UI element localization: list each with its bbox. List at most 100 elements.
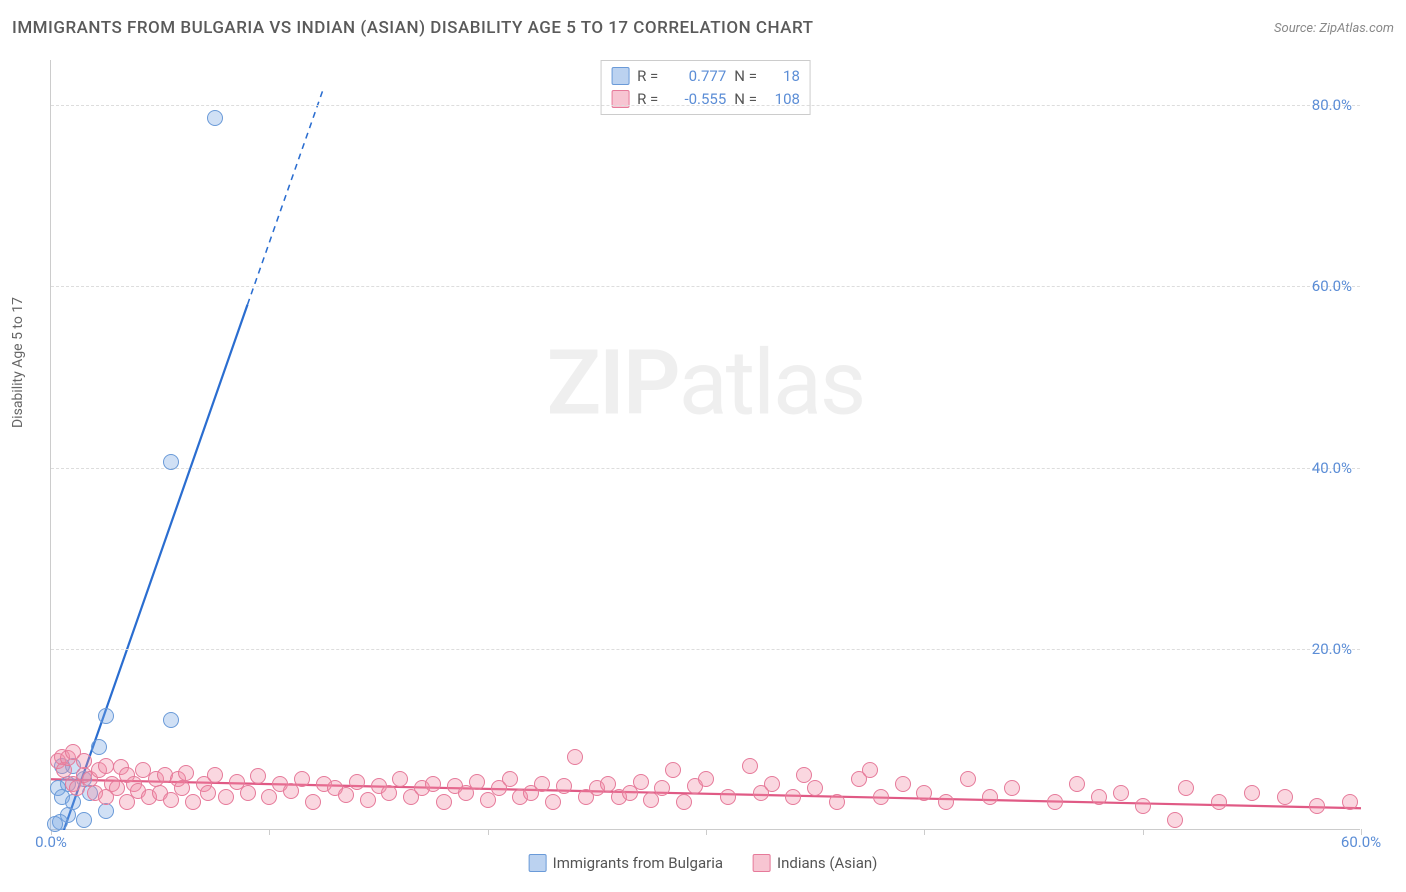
scatter-dot-bulgaria: [163, 454, 179, 470]
scatter-dot-bulgaria: [163, 712, 179, 728]
xtick-mark: [706, 829, 707, 835]
legend-row-indians: R = -0.555 N = 108: [611, 88, 800, 111]
scatter-dot-indians: [305, 794, 321, 810]
trend-line-bulgaria: [58, 305, 248, 830]
scatter-dot-indians: [1277, 789, 1293, 805]
scatter-dot-indians: [545, 794, 561, 810]
plot-area: ZIPatlas R = 0.777 N = 18 R = -0.555 N =…: [50, 60, 1360, 830]
scatter-dot-indians: [1069, 776, 1085, 792]
scatter-dot-bulgaria: [76, 812, 92, 828]
scatter-dot-indians: [360, 792, 376, 808]
scatter-dot-indians: [76, 753, 92, 769]
legend-row-bulgaria: R = 0.777 N = 18: [611, 65, 800, 88]
chart-header: IMMIGRANTS FROM BULGARIA VS INDIAN (ASIA…: [12, 18, 1394, 38]
scatter-dot-indians: [1167, 812, 1183, 828]
scatter-dot-indians: [676, 794, 692, 810]
ytick-label: 60.0%: [1312, 277, 1352, 295]
scatter-dot-indians: [960, 771, 976, 787]
scatter-dot-indians: [240, 785, 256, 801]
scatter-dot-indians: [829, 794, 845, 810]
gridline-h: [51, 468, 1360, 469]
swatch-pink-icon: [753, 854, 771, 872]
legend-item-bulgaria: Immigrants from Bulgaria: [529, 854, 723, 872]
scatter-dot-bulgaria: [47, 816, 63, 832]
y-axis-label: Disability Age 5 to 17: [10, 297, 26, 428]
scatter-dot-indians: [916, 785, 932, 801]
chart-source: Source: ZipAtlas.com: [1274, 21, 1394, 36]
scatter-dot-indians: [1244, 785, 1260, 801]
scatter-dot-indians: [502, 771, 518, 787]
scatter-dot-indians: [807, 780, 823, 796]
scatter-dot-indians: [185, 794, 201, 810]
scatter-dot-indians: [567, 749, 583, 765]
scatter-dot-indians: [1091, 789, 1107, 805]
scatter-dot-indians: [1113, 785, 1129, 801]
scatter-dot-indians: [1342, 794, 1358, 810]
scatter-dot-indians: [261, 789, 277, 805]
scatter-dot-indians: [250, 768, 266, 784]
scatter-dot-indians: [294, 771, 310, 787]
scatter-dot-indians: [1309, 798, 1325, 814]
scatter-dot-indians: [785, 789, 801, 805]
scatter-dot-indians: [654, 780, 670, 796]
scatter-dot-indians: [174, 780, 190, 796]
scatter-dot-indians: [556, 778, 572, 794]
scatter-dot-indians: [764, 776, 780, 792]
scatter-dot-indians: [982, 789, 998, 805]
scatter-dot-indians: [720, 789, 736, 805]
series-legend: Immigrants from Bulgaria Indians (Asian): [529, 854, 878, 872]
scatter-dot-indians: [796, 767, 812, 783]
scatter-dot-indians: [469, 774, 485, 790]
scatter-dot-indians: [178, 765, 194, 781]
scatter-dot-indians: [349, 774, 365, 790]
scatter-dot-indians: [1004, 780, 1020, 796]
trend-lines-svg: [51, 60, 1361, 830]
scatter-dot-indians: [534, 776, 550, 792]
scatter-dot-indians: [207, 767, 223, 783]
xtick-mark: [269, 829, 270, 835]
scatter-dot-bulgaria: [91, 739, 107, 755]
scatter-dot-indians: [698, 771, 714, 787]
scatter-dot-indians: [1047, 794, 1063, 810]
scatter-dot-indians: [665, 762, 681, 778]
scatter-dot-indians: [98, 758, 114, 774]
chart-title: IMMIGRANTS FROM BULGARIA VS INDIAN (ASIA…: [12, 18, 813, 38]
scatter-dot-bulgaria: [98, 708, 114, 724]
xtick-label: 60.0%: [1341, 833, 1381, 851]
scatter-dot-indians: [1135, 798, 1151, 814]
gridline-h: [51, 649, 1360, 650]
scatter-dot-indians: [1211, 794, 1227, 810]
scatter-dot-indians: [938, 794, 954, 810]
scatter-dot-indians: [742, 758, 758, 774]
swatch-blue-icon: [611, 67, 629, 85]
gridline-h: [51, 286, 1360, 287]
scatter-dot-indians: [862, 762, 878, 778]
gridline-h: [51, 105, 1360, 106]
scatter-dot-indians: [873, 789, 889, 805]
xtick-mark: [1143, 829, 1144, 835]
scatter-dot-indians: [1178, 780, 1194, 796]
ytick-label: 80.0%: [1312, 96, 1352, 114]
scatter-dot-indians: [200, 785, 216, 801]
scatter-dot-indians: [633, 774, 649, 790]
scatter-dot-indians: [895, 776, 911, 792]
scatter-dot-indians: [109, 780, 125, 796]
scatter-dot-indians: [338, 787, 354, 803]
xtick-mark: [924, 829, 925, 835]
ytick-label: 20.0%: [1312, 640, 1352, 658]
swatch-blue-icon: [529, 854, 547, 872]
scatter-dot-indians: [600, 776, 616, 792]
trend-line-dash-bulgaria: [248, 87, 324, 304]
scatter-dot-indians: [381, 785, 397, 801]
scatter-dot-indians: [218, 789, 234, 805]
xtick-mark: [488, 829, 489, 835]
watermark: ZIPatlas: [547, 330, 865, 435]
ytick-label: 40.0%: [1312, 459, 1352, 477]
scatter-dot-indians: [436, 794, 452, 810]
scatter-dot-indians: [392, 771, 408, 787]
xtick-label: 0.0%: [35, 833, 67, 851]
scatter-dot-bulgaria: [207, 110, 223, 126]
scatter-dot-indians: [425, 776, 441, 792]
legend-item-indians: Indians (Asian): [753, 854, 877, 872]
correlation-legend: R = 0.777 N = 18 R = -0.555 N = 108: [600, 60, 811, 115]
